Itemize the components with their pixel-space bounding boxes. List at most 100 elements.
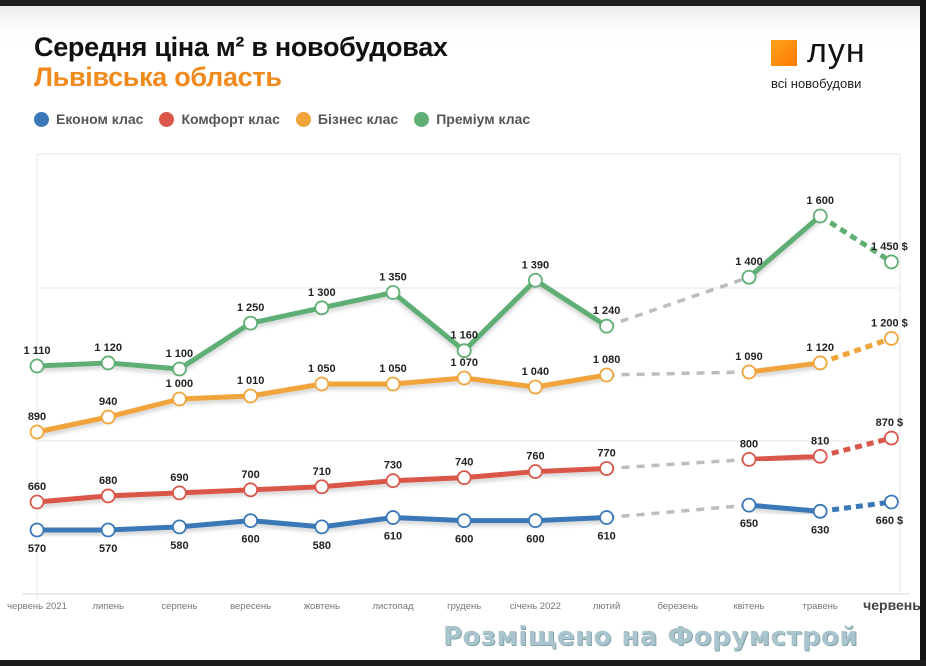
data-point-premium <box>29 358 45 374</box>
data-label-comfort: 810 <box>811 435 829 447</box>
data-label-business: 1 070 <box>450 357 478 369</box>
x-tick-label: червень 2021 <box>7 601 67 612</box>
data-label-business: 1 080 <box>593 354 621 366</box>
data-label-premium: 1 110 <box>24 345 51 357</box>
data-label-econom: 580 <box>170 540 188 552</box>
line-chart: 570 570 580 600 580 610 600 600 610 650 630 660 $ 66… <box>7 153 920 613</box>
data-point-business <box>884 331 899 346</box>
legend-label: Бізнес клас <box>317 111 399 127</box>
x-tick-label: лютий <box>593 601 620 612</box>
data-label-business: 1 120 <box>806 342 834 354</box>
gap-connector-business <box>606 370 750 377</box>
legend-dot-premium <box>414 111 430 127</box>
data-label-comfort: 760 <box>526 451 544 463</box>
infographic-card <box>0 6 920 660</box>
data-point-econom <box>243 513 259 529</box>
data-label-comfort: 680 <box>99 475 117 487</box>
data-point-premium <box>314 300 330 316</box>
x-tick-label: серпень <box>161 601 197 612</box>
data-label-business: 1 050 <box>308 363 336 375</box>
data-point-comfort <box>741 451 757 467</box>
data-point-econom <box>884 494 899 510</box>
data-label-premium: 1 600 <box>806 195 834 207</box>
legend-item-business: Бізнес клас <box>295 111 399 127</box>
x-tick-label: травень <box>803 601 838 612</box>
data-label-econom: 580 <box>313 540 331 552</box>
x-tick-label: січень 2022 <box>510 601 561 612</box>
data-point-econom <box>812 503 828 519</box>
data-label-business: 1 010 <box>237 375 265 387</box>
x-tick-label: вересень <box>230 601 271 612</box>
data-point-comfort <box>456 470 472 486</box>
data-point-comfort <box>528 464 543 479</box>
data-point-business <box>385 376 401 392</box>
data-point-premium <box>812 208 828 224</box>
data-point-econom <box>171 519 187 535</box>
data-label-business: 890 <box>28 411 46 423</box>
data-label-econom: 660 $ <box>876 515 904 527</box>
data-label-econom: 600 <box>455 534 473 546</box>
forecast-segment-econom <box>819 499 892 514</box>
data-point-business <box>314 376 330 392</box>
grid <box>22 153 910 600</box>
data-label-comfort: 800 <box>740 438 758 450</box>
forecast-segment-premium <box>818 213 893 265</box>
data-point-premium <box>884 254 899 270</box>
data-label-business: 1 000 <box>166 378 194 390</box>
data-label-econom: 600 <box>241 534 259 546</box>
gap-connector-econom <box>606 503 750 520</box>
legend-item-premium: Преміум клас <box>414 111 530 127</box>
data-point-business <box>29 424 45 440</box>
data-point-comfort <box>884 430 899 446</box>
legend-dot-econom <box>34 111 49 127</box>
legend-item-econom: Економ клас <box>34 111 143 127</box>
gap-connector-premium <box>606 275 750 328</box>
data-point-econom <box>314 519 330 535</box>
x-axis-ticks: червень 2021 липень серпень вересень жовтень… <box>7 597 920 613</box>
data-label-econom: 610 <box>597 531 615 543</box>
data-label-premium: 1 160 <box>450 330 478 342</box>
series-points <box>29 208 899 538</box>
x-tick-label: листопад <box>372 601 414 612</box>
forecast-segment-comfort <box>819 435 893 459</box>
data-label-comfort: 730 <box>384 460 402 472</box>
data-point-comfort <box>599 461 614 476</box>
data-point-business <box>528 379 543 395</box>
data-point-business <box>812 355 828 371</box>
data-label-premium: 1 390 <box>522 259 550 271</box>
data-point-econom <box>456 513 472 529</box>
data-point-business <box>741 364 757 380</box>
logo-tagline: всі новобудови <box>771 76 862 91</box>
x-tick-label: грудень <box>447 601 481 612</box>
data-label-business: 1 050 <box>379 363 407 375</box>
data-label-comfort: 660 <box>28 481 46 493</box>
series-line-econom <box>746 502 823 514</box>
data-point-comfort <box>314 479 330 495</box>
data-label-comfort: 870 $ <box>876 417 904 429</box>
logo-square-icon <box>771 40 797 66</box>
legend-label: Преміум клас <box>436 111 531 127</box>
x-tick-label: липень <box>92 601 124 612</box>
x-tick-label: квітень <box>733 601 764 612</box>
gap-connectors <box>606 275 750 520</box>
data-label-premium: 1 120 <box>94 342 122 354</box>
data-point-econom <box>599 510 614 525</box>
data-label-business: 1 040 <box>522 366 550 378</box>
data-label-econom: 570 <box>99 543 117 555</box>
data-point-econom <box>100 522 116 538</box>
data-label-econom: 650 <box>740 518 758 530</box>
series-line-business <box>746 360 823 375</box>
data-label-business: 1 090 <box>735 351 763 363</box>
x-tick-label: березень <box>657 601 698 612</box>
logo-word: лун <box>807 32 866 70</box>
data-point-comfort <box>29 494 45 510</box>
data-label-premium: 1 250 <box>237 302 265 314</box>
data-label-comfort: 690 <box>170 472 188 484</box>
legend-dot-comfort <box>159 111 175 127</box>
data-point-comfort <box>385 473 401 489</box>
forecast-segment-business <box>819 336 893 366</box>
data-label-premium: 1 240 <box>593 305 621 317</box>
data-point-premium <box>599 318 614 334</box>
data-point-premium <box>741 269 757 285</box>
legend-label: Комфорт клас <box>181 111 280 127</box>
